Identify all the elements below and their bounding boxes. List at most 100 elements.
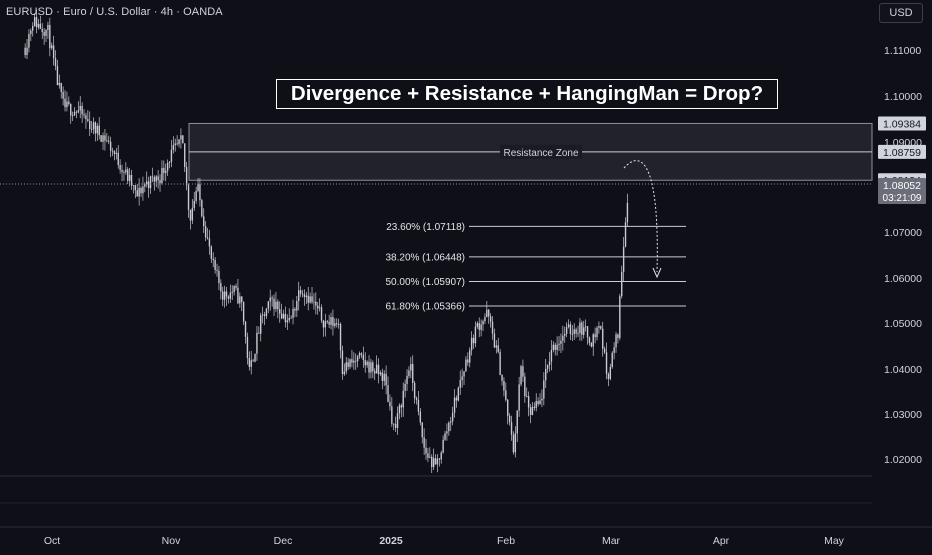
separator: · [153, 6, 161, 18]
candle-body [265, 308, 268, 317]
candle-body [216, 269, 218, 271]
candle-body [292, 308, 294, 318]
candle-body [448, 422, 450, 432]
candle-body [172, 145, 175, 150]
candle-body [533, 406, 536, 408]
candle-body [210, 246, 213, 259]
candle-body [453, 397, 456, 413]
candle-body [203, 216, 205, 227]
candle-body [334, 323, 336, 326]
candle-body [484, 316, 486, 322]
candle-body [58, 82, 61, 86]
candle-body [320, 307, 323, 321]
currency-button[interactable]: USD [879, 3, 923, 23]
candle-body [168, 161, 171, 163]
candle-body [429, 456, 431, 458]
candle-body [564, 334, 566, 336]
candle-body [394, 424, 397, 428]
candle-body [106, 140, 108, 142]
candle-body [583, 327, 585, 335]
candle-body [90, 129, 93, 130]
candle-body [343, 371, 346, 375]
candle-body [438, 458, 441, 460]
candle-body [531, 406, 534, 415]
candle-body [242, 301, 245, 322]
candle-body [423, 437, 425, 448]
candle-body [288, 317, 290, 321]
candle-body [39, 23, 42, 29]
candle-body [104, 135, 106, 141]
candle-body [400, 405, 403, 408]
candle-body [476, 323, 479, 327]
candle-body [497, 345, 499, 352]
candle-body [89, 120, 91, 130]
fib-level-label: 23.60% (1.07118) [386, 222, 465, 233]
headline-annotation[interactable]: Divergence + Resistance + HangingMan = D… [276, 79, 778, 109]
candle-body [467, 359, 469, 363]
price-axis-tick: 1.11000 [884, 45, 921, 57]
candle-body [315, 301, 317, 306]
candle-body [37, 23, 40, 28]
candle-body [263, 314, 266, 317]
candle-body [389, 401, 391, 407]
candle-body [180, 135, 182, 140]
last-price-value: 1.08052 [883, 180, 921, 192]
candle-body [130, 174, 133, 186]
candle-body [161, 167, 163, 184]
candle-body [159, 180, 161, 184]
price-axis-tick: 1.04000 [884, 364, 922, 376]
candle-body [516, 410, 518, 434]
candle-body [535, 401, 537, 408]
candle-body [358, 353, 361, 357]
candle-body [83, 114, 85, 116]
time-axis-tick: 2025 [379, 535, 403, 547]
candle-body [508, 415, 511, 423]
candle-body [273, 298, 275, 309]
candle-body [204, 226, 207, 238]
interval[interactable]: 4h [160, 6, 174, 18]
candle-body [562, 335, 564, 341]
candle-body [75, 111, 78, 113]
candle-body [51, 45, 53, 49]
candle-body [457, 387, 460, 401]
candle-body [550, 349, 553, 362]
last-price-label-bg [878, 177, 926, 204]
candle-body [383, 373, 385, 381]
candle-body [191, 208, 194, 221]
candle-body [52, 45, 55, 59]
candle-body [277, 301, 279, 310]
candle-body [391, 406, 393, 424]
separator: · [176, 6, 184, 18]
candle-body [296, 300, 298, 311]
candle-body [68, 101, 70, 104]
candle-body [248, 357, 251, 367]
time-axis: Oct Nov Dec 2025 Feb Mar Apr May [44, 535, 845, 547]
price-label-bg [878, 116, 926, 131]
candle-body [197, 184, 199, 191]
candle-body [275, 301, 277, 309]
candle-body [573, 329, 575, 335]
candle-body [375, 364, 378, 374]
candle-body [507, 399, 509, 416]
time-axis-tick: Nov [162, 535, 181, 547]
candle-body [377, 364, 380, 375]
price-axis: 1.110001.100001.090001.070001.060001.050… [878, 45, 926, 466]
candle-body [184, 143, 186, 167]
candle-body [62, 91, 64, 99]
candle-body [364, 360, 366, 366]
candle-body [127, 169, 129, 181]
candle-body [624, 222, 627, 247]
symbol-name[interactable]: EURUSD [6, 6, 54, 18]
candle-body [109, 141, 112, 151]
candle-body [577, 333, 579, 334]
candle-body [307, 295, 309, 303]
fib-level-label: 50.00% (1.05907) [385, 277, 465, 288]
candle-body [328, 321, 330, 325]
candle-body [35, 17, 38, 28]
candle-body [444, 433, 446, 440]
candle-body [379, 372, 382, 375]
fib-level-label: 61.80% (1.05366) [385, 302, 465, 313]
candle-body [588, 337, 591, 343]
